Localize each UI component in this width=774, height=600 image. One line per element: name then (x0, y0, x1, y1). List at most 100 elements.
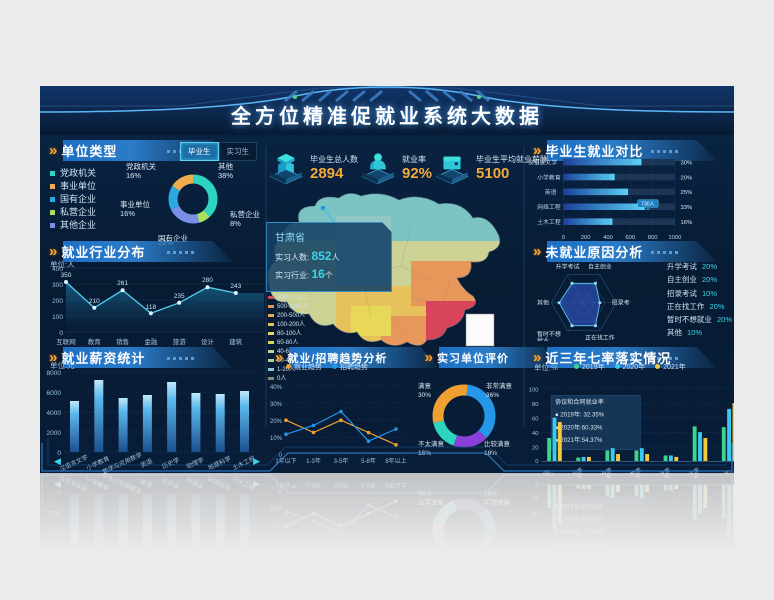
svg-text:80: 80 (532, 402, 538, 408)
svg-text:协议和合同...: 协议和合同... (522, 473, 556, 480)
svg-text:38%: 38% (218, 171, 233, 180)
svg-text:18%: 18% (484, 489, 497, 496)
svg-text:5-8年: 5-8年 (361, 481, 376, 489)
svg-text:80: 80 (532, 538, 538, 544)
svg-text:待就业率: 待就业率 (677, 466, 701, 473)
svg-text:毕业去向落实...: 毕业去向落实... (698, 473, 734, 480)
svg-text:其他: 其他 (537, 298, 549, 306)
svg-text:200: 200 (52, 298, 63, 305)
svg-text:创业率: 创业率 (565, 466, 584, 473)
svg-text:4000: 4000 (47, 529, 62, 536)
svg-text:3-5年: 3-5年 (334, 481, 349, 489)
svg-text:16%: 16% (126, 171, 141, 180)
svg-text:创业率: 创业率 (565, 473, 584, 480)
svg-text:20: 20 (532, 494, 538, 500)
svg-text:灵活就业率: 灵活就业率 (585, 473, 614, 480)
svg-text:4000: 4000 (47, 410, 62, 417)
svg-text:25%: 25% (681, 190, 693, 196)
svg-text:350: 350 (61, 272, 72, 279)
svg-text:比较满意: 比较满意 (484, 498, 511, 507)
svg-text:物理学: 物理学 (185, 475, 205, 490)
svg-text:40: 40 (532, 509, 538, 515)
svg-text:100: 100 (529, 387, 539, 393)
svg-text:协议和合同就业率: 协议和合同就业率 (555, 398, 604, 406)
svg-text:0: 0 (57, 489, 61, 496)
svg-text:1年以下: 1年以下 (275, 457, 296, 465)
svg-text:不太满意: 不太满意 (418, 439, 445, 448)
svg-text:其他: 其他 (218, 161, 233, 171)
svg-text:1-3年: 1-3年 (306, 457, 321, 465)
svg-text:30%: 30% (681, 160, 693, 166)
svg-text:历史学: 历史学 (161, 475, 181, 490)
svg-text:升学率: 升学率 (624, 473, 643, 480)
svg-text:36%: 36% (486, 392, 499, 399)
svg-text:暂不就业率: 暂不就业率 (643, 473, 672, 480)
svg-text:210: 210 (89, 298, 100, 305)
svg-text:汉语言文学: 汉语言文学 (58, 453, 89, 473)
svg-text:● 2021年:54.37%: ● 2021年:54.37% (555, 502, 603, 510)
svg-text:地理科学: 地理科学 (207, 474, 232, 492)
svg-text:0: 0 (279, 487, 283, 493)
svg-text:6000: 6000 (47, 390, 62, 397)
svg-text:243: 243 (230, 283, 241, 290)
svg-text:土木工程: 土木工程 (537, 218, 561, 226)
svg-text:20%: 20% (270, 419, 283, 425)
svg-text:20: 20 (532, 446, 538, 452)
svg-text:升学率: 升学率 (624, 466, 643, 473)
svg-text:300: 300 (52, 282, 63, 289)
svg-text:730人: 730人 (641, 201, 655, 207)
svg-text:党政机关: 党政机关 (126, 161, 156, 171)
svg-text:灵活就业率: 灵活就业率 (585, 466, 614, 473)
svg-text:不太满意: 不太满意 (418, 498, 445, 507)
svg-text:英语: 英语 (139, 457, 153, 469)
svg-text:2000: 2000 (47, 430, 62, 437)
svg-text:0: 0 (535, 481, 538, 487)
svg-text:招录考试: 招录考试 (612, 298, 631, 306)
svg-text:待就业率: 待就业率 (677, 473, 701, 480)
svg-text:物理学: 物理学 (185, 456, 205, 471)
svg-text:40: 40 (532, 431, 538, 437)
svg-text:汉语言文学: 汉语言文学 (58, 473, 89, 493)
svg-text:30%: 30% (418, 392, 431, 399)
svg-text:● 2021年:54.37%: ● 2021年:54.37% (555, 436, 603, 444)
svg-text:英语: 英语 (545, 188, 557, 196)
svg-text:事业单位: 事业单位 (120, 199, 150, 209)
svg-text:20%: 20% (270, 521, 283, 527)
svg-text:60: 60 (532, 523, 538, 529)
svg-text:30%: 30% (270, 402, 283, 408)
svg-text:满意: 满意 (418, 381, 432, 390)
svg-text:满意: 满意 (418, 556, 432, 565)
svg-text:10%: 10% (270, 436, 283, 442)
svg-text:30%: 30% (418, 547, 431, 554)
svg-text:100: 100 (529, 553, 539, 559)
svg-text:2000: 2000 (47, 509, 62, 516)
svg-text:18%: 18% (484, 450, 497, 457)
svg-text:● 2020年:60.33%: ● 2020年:60.33% (555, 423, 603, 431)
svg-text:0: 0 (59, 330, 63, 337)
svg-text:0: 0 (535, 459, 538, 465)
svg-text:8年以上: 8年以上 (385, 457, 406, 465)
svg-text:16%: 16% (120, 209, 135, 218)
svg-text:261: 261 (117, 280, 128, 287)
svg-text:16%: 16% (418, 489, 431, 496)
svg-text:30%: 30% (270, 538, 283, 544)
svg-text:地理科学: 地理科学 (207, 454, 232, 472)
svg-text:6000: 6000 (47, 549, 62, 556)
svg-text:英语: 英语 (139, 477, 153, 489)
svg-text:协议和合同就业率: 协议和合同就业率 (555, 540, 604, 548)
svg-text:235: 235 (174, 293, 185, 300)
svg-text:● 2019年: 32.35%: ● 2019年: 32.35% (555, 411, 605, 419)
svg-text:网络工程: 网络工程 (537, 203, 561, 211)
svg-text:暂不就业率: 暂不就业率 (643, 466, 672, 473)
svg-text:土木工程: 土木工程 (231, 474, 254, 492)
svg-text:暂时不想: 暂时不想 (537, 330, 561, 338)
svg-text:毕业去向落实...: 毕业去向落实... (698, 466, 734, 473)
svg-text:5-8年: 5-8年 (361, 457, 376, 465)
svg-text:33%: 33% (681, 205, 693, 211)
svg-text:土木工程: 土木工程 (231, 454, 254, 472)
svg-text:20%: 20% (681, 175, 693, 181)
svg-text:1-3年: 1-3年 (306, 481, 321, 489)
svg-text:私营企业: 私营企业 (230, 209, 260, 219)
svg-text:协议和合同...: 协议和合同... (522, 466, 556, 473)
svg-text:● 2020年:60.33%: ● 2020年:60.33% (555, 515, 603, 523)
